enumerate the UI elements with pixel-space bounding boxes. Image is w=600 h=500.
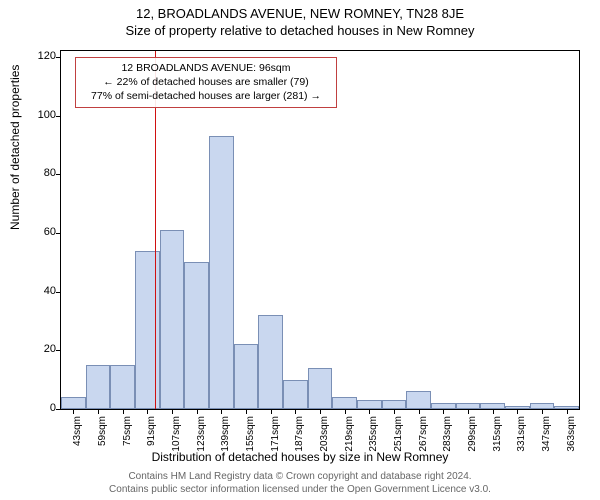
xtick-label: 267sqm (418, 416, 429, 456)
ytick-mark (56, 116, 61, 117)
ytick-label: 100 (38, 109, 56, 121)
ytick-mark (56, 292, 61, 293)
xtick-label: 59sqm (97, 416, 108, 456)
xtick-label: 123sqm (196, 416, 207, 456)
histogram-bar (283, 380, 308, 409)
xtick-mark (320, 409, 321, 414)
xtick-label: 155sqm (245, 416, 256, 456)
xtick-mark (123, 409, 124, 414)
xtick-mark (172, 409, 173, 414)
xtick-label: 235sqm (368, 416, 379, 456)
xtick-mark (567, 409, 568, 414)
xtick-mark (221, 409, 222, 414)
xtick-mark (98, 409, 99, 414)
histogram-bar (258, 315, 283, 409)
annotation-line3: 77% of semi-detached houses are larger (… (82, 89, 330, 103)
xtick-mark (542, 409, 543, 414)
xtick-label: 283sqm (442, 416, 453, 456)
ytick-mark (56, 350, 61, 351)
xtick-label: 315sqm (492, 416, 503, 456)
histogram-bar (382, 400, 407, 409)
xtick-mark (147, 409, 148, 414)
histogram-bar (308, 368, 333, 409)
xtick-mark (517, 409, 518, 414)
ytick-label: 40 (44, 285, 56, 297)
histogram-bar (110, 365, 135, 409)
xtick-label: 43sqm (72, 416, 83, 456)
xtick-label: 91sqm (146, 416, 157, 456)
xtick-mark (197, 409, 198, 414)
footer-line1: Contains HM Land Registry data © Crown c… (0, 470, 600, 483)
plot-area: 12 BROADLANDS AVENUE: 96sqm ← 22% of det… (60, 50, 580, 410)
xtick-mark (468, 409, 469, 414)
xtick-label: 363sqm (566, 416, 577, 456)
xtick-mark (73, 409, 74, 414)
xtick-mark (419, 409, 420, 414)
xtick-label: 331sqm (516, 416, 527, 456)
chart-title: 12, BROADLANDS AVENUE, NEW ROMNEY, TN28 … (0, 0, 600, 21)
ytick-mark (56, 174, 61, 175)
chart-subtitle: Size of property relative to detached ho… (0, 21, 600, 38)
footer-line2: Contains public sector information licen… (0, 483, 600, 496)
histogram-bar (184, 262, 209, 409)
xtick-mark (394, 409, 395, 414)
ytick-mark (56, 409, 61, 410)
histogram-bar (61, 397, 86, 409)
histogram-bar (209, 136, 234, 409)
ytick-mark (56, 57, 61, 58)
xtick-label: 139sqm (220, 416, 231, 456)
ytick-label: 60 (44, 226, 56, 238)
xtick-mark (295, 409, 296, 414)
xtick-mark (493, 409, 494, 414)
ytick-label: 0 (50, 402, 56, 414)
chart-container: 12, BROADLANDS AVENUE, NEW ROMNEY, TN28 … (0, 0, 600, 500)
histogram-bar (86, 365, 111, 409)
ytick-label: 80 (44, 167, 56, 179)
xtick-label: 203sqm (319, 416, 330, 456)
xtick-label: 187sqm (294, 416, 305, 456)
histogram-bar (234, 344, 259, 409)
xtick-label: 251sqm (393, 416, 404, 456)
xtick-mark (345, 409, 346, 414)
xtick-label: 299sqm (467, 416, 478, 456)
xtick-label: 107sqm (171, 416, 182, 456)
annotation-line1: 12 BROADLANDS AVENUE: 96sqm (82, 61, 330, 75)
xtick-label: 171sqm (270, 416, 281, 456)
histogram-bar (160, 230, 185, 409)
xtick-mark (246, 409, 247, 414)
xtick-mark (369, 409, 370, 414)
histogram-bar (357, 400, 382, 409)
xtick-label: 75sqm (122, 416, 133, 456)
annotation-line2: ← 22% of detached houses are smaller (79… (82, 75, 330, 89)
ytick-mark (56, 233, 61, 234)
y-axis-label: Number of detached properties (8, 65, 22, 230)
annotation-box: 12 BROADLANDS AVENUE: 96sqm ← 22% of det… (75, 57, 337, 108)
histogram-bar (332, 397, 357, 409)
footer-attribution: Contains HM Land Registry data © Crown c… (0, 470, 600, 496)
xtick-label: 219sqm (344, 416, 355, 456)
ytick-label: 120 (38, 50, 56, 62)
histogram-bar (406, 391, 431, 409)
xtick-label: 347sqm (541, 416, 552, 456)
xtick-mark (271, 409, 272, 414)
xtick-mark (443, 409, 444, 414)
ytick-label: 20 (44, 343, 56, 355)
